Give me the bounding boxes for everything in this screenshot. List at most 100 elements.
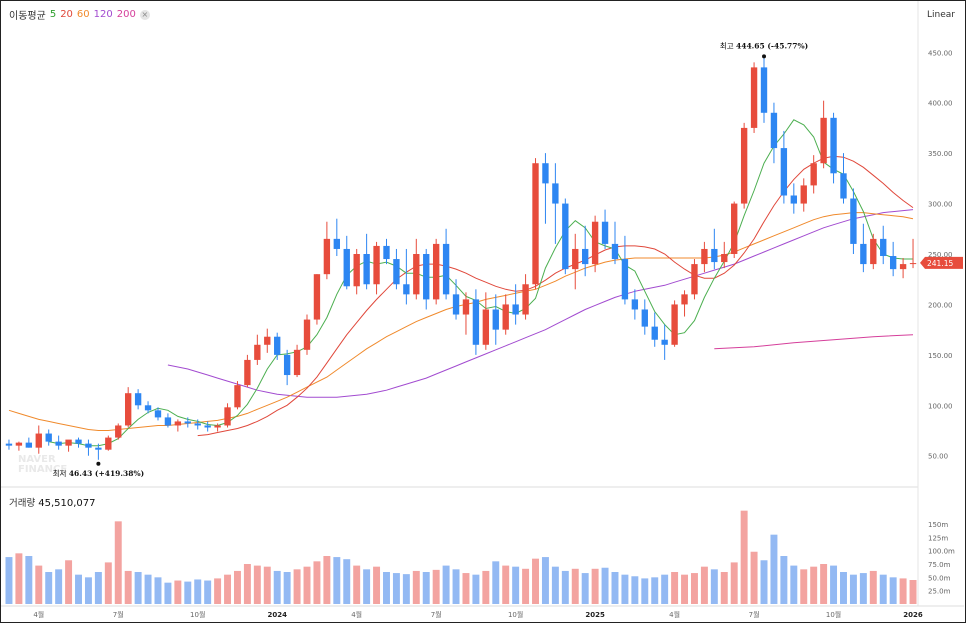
candle-body bbox=[115, 425, 122, 438]
candle-body bbox=[462, 299, 470, 315]
high-marker bbox=[762, 54, 767, 59]
candle-body bbox=[830, 117, 837, 174]
candle-body bbox=[423, 254, 430, 300]
candle-body bbox=[572, 248, 579, 270]
candle-body bbox=[631, 299, 639, 310]
candle-body bbox=[671, 304, 678, 345]
candle-body bbox=[532, 163, 539, 285]
candle-body bbox=[691, 264, 698, 295]
volume-bar bbox=[790, 565, 798, 604]
candle-body bbox=[383, 245, 390, 260]
candle bbox=[264, 328, 271, 353]
candle bbox=[45, 429, 52, 446]
candle-body bbox=[850, 198, 857, 244]
candle-body bbox=[254, 344, 261, 360]
candle-body bbox=[452, 294, 460, 315]
candle-body bbox=[144, 405, 152, 411]
candle-body bbox=[502, 304, 509, 330]
volume-bar bbox=[800, 569, 808, 604]
volume-bar bbox=[899, 578, 907, 604]
candle bbox=[790, 183, 797, 214]
volume-bar bbox=[373, 566, 381, 604]
volume-bar bbox=[422, 572, 430, 604]
volume-bar bbox=[541, 557, 549, 604]
candle bbox=[125, 387, 132, 428]
candle-body bbox=[512, 304, 519, 315]
candle bbox=[383, 238, 390, 265]
x-tick-label: 4월 bbox=[669, 610, 680, 619]
candle bbox=[492, 294, 499, 345]
candle bbox=[820, 100, 827, 169]
candle bbox=[154, 407, 162, 421]
x-tick-label: 10월 bbox=[190, 610, 205, 619]
candle-body bbox=[105, 437, 112, 450]
candle-body bbox=[552, 183, 559, 204]
volume-bar bbox=[651, 577, 659, 604]
current-price-label: 241.15 bbox=[927, 259, 953, 268]
candle-body bbox=[65, 439, 72, 446]
volume-bar bbox=[25, 556, 33, 604]
candle-body bbox=[601, 221, 609, 244]
candle-body bbox=[721, 254, 728, 263]
candle-body bbox=[621, 259, 629, 300]
volume-bar bbox=[174, 580, 182, 604]
volume-bar bbox=[402, 574, 410, 604]
volume-bar bbox=[492, 561, 500, 604]
volume-bar bbox=[353, 565, 361, 604]
candle bbox=[194, 419, 201, 430]
x-tick-label: 2025 bbox=[585, 611, 605, 619]
candle bbox=[274, 332, 281, 360]
x-tick-label: 4월 bbox=[351, 610, 362, 619]
volume-bar bbox=[720, 572, 728, 604]
volume-bar bbox=[661, 574, 669, 604]
volume-bar bbox=[114, 521, 122, 604]
y-tick-label: 300.00 bbox=[928, 201, 953, 209]
ma-legend[interactable]: 이동평균 5 20 60 120 200 × bbox=[9, 7, 150, 22]
y-tick-label: 50.00 bbox=[928, 453, 948, 461]
candle-body bbox=[85, 443, 92, 448]
candle bbox=[601, 209, 609, 249]
candle bbox=[472, 289, 480, 355]
volume-bar bbox=[641, 578, 649, 604]
candle-body bbox=[432, 243, 440, 300]
volume-bar bbox=[263, 566, 271, 604]
candle-body bbox=[214, 425, 221, 428]
volume-bar bbox=[830, 565, 838, 604]
candle bbox=[850, 188, 857, 254]
candle-body bbox=[313, 274, 321, 320]
volume-bar bbox=[194, 579, 202, 604]
legend-close-icon[interactable]: × bbox=[139, 9, 150, 20]
candle-body bbox=[403, 284, 410, 295]
candle bbox=[770, 102, 778, 164]
current-price-tag bbox=[920, 256, 963, 269]
candle bbox=[542, 153, 549, 224]
candle-body bbox=[840, 173, 847, 199]
volume-bar bbox=[164, 582, 172, 604]
candle bbox=[780, 130, 788, 204]
candle bbox=[482, 292, 490, 350]
candle-body bbox=[303, 319, 311, 350]
volume-bar bbox=[840, 572, 847, 604]
volume-bar bbox=[482, 570, 490, 604]
candle-body bbox=[711, 248, 718, 263]
volume-bar bbox=[392, 573, 400, 604]
candle-body bbox=[343, 248, 350, 287]
candle-body bbox=[333, 238, 340, 249]
scale-toggle[interactable]: Linear bbox=[927, 10, 955, 20]
vol-tick-label: 125m bbox=[928, 534, 948, 542]
candle-body bbox=[174, 421, 182, 426]
candle bbox=[15, 441, 23, 451]
volume-bar bbox=[532, 558, 539, 604]
candle bbox=[134, 389, 142, 410]
candle bbox=[840, 153, 847, 204]
candle bbox=[75, 437, 82, 448]
candle-body bbox=[234, 385, 241, 408]
candle bbox=[343, 235, 350, 290]
volume-bar bbox=[820, 564, 828, 604]
candle-body bbox=[611, 243, 619, 260]
candle-body bbox=[264, 336, 271, 345]
candle-body bbox=[224, 407, 231, 426]
high-label: 최고 bbox=[720, 40, 736, 50]
candle-body bbox=[870, 238, 877, 265]
